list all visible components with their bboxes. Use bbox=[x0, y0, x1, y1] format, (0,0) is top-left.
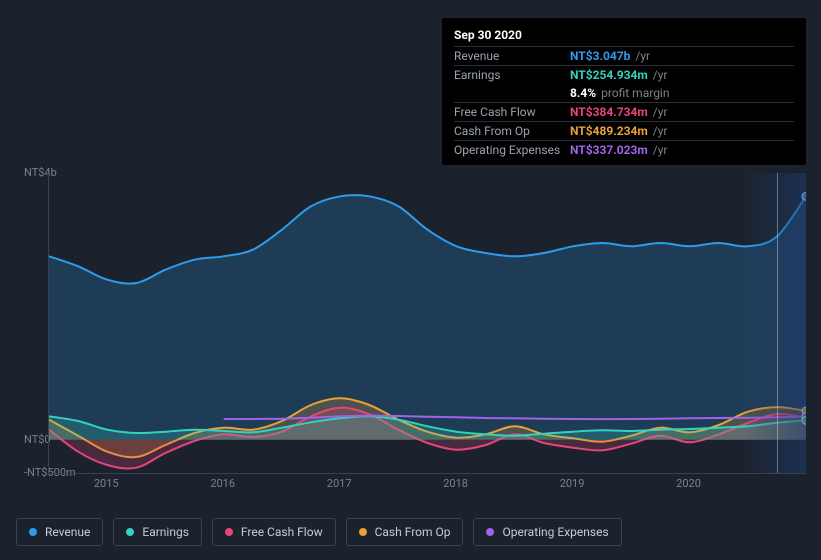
tooltip-row-label bbox=[454, 86, 570, 100]
series-fill-revenue bbox=[49, 195, 806, 440]
plot-area[interactable] bbox=[48, 173, 806, 474]
tooltip-row-label: Cash From Op bbox=[454, 124, 570, 138]
tooltip-row-label: Operating Expenses bbox=[454, 143, 570, 157]
legend-item-opex[interactable]: Operating Expenses bbox=[473, 518, 621, 546]
tooltip-row-value: NT$384.734m /yr bbox=[570, 105, 667, 119]
x-axis-label: 2020 bbox=[676, 477, 701, 490]
tooltip-row-value: NT$337.023m /yr bbox=[570, 143, 667, 157]
x-axis-label: 2017 bbox=[327, 477, 352, 490]
legend-dot-icon bbox=[225, 528, 233, 536]
x-axis-label: 2018 bbox=[443, 477, 468, 490]
legend-label: Earnings bbox=[142, 525, 189, 539]
tooltip-row: EarningsNT$254.934m /yr bbox=[454, 65, 794, 84]
tooltip-row: Free Cash FlowNT$384.734m /yr bbox=[454, 102, 794, 121]
tooltip-row: 8.4% profit margin bbox=[454, 84, 794, 102]
legend-label: Operating Expenses bbox=[502, 525, 608, 539]
legend-dot-icon bbox=[126, 528, 134, 536]
future-band bbox=[742, 173, 806, 473]
marker-line bbox=[777, 173, 778, 473]
tooltip-row: Operating ExpensesNT$337.023m /yr bbox=[454, 140, 794, 159]
chart: NT$4bNT$0-NT$500m 2015201620172018201920… bbox=[16, 155, 805, 490]
legend-dot-icon bbox=[29, 528, 37, 536]
chart-svg bbox=[49, 173, 806, 473]
tooltip-row: RevenueNT$3.047b /yr bbox=[454, 46, 794, 65]
tooltip-row-label: Earnings bbox=[454, 68, 570, 82]
legend-item-revenue[interactable]: Revenue bbox=[16, 518, 103, 546]
legend-item-earnings[interactable]: Earnings bbox=[113, 518, 202, 546]
legend-dot-icon bbox=[359, 528, 367, 536]
tooltip-row-value: NT$254.934m /yr bbox=[570, 68, 667, 82]
legend-dot-icon bbox=[486, 528, 494, 536]
tooltip-row: Cash From OpNT$489.234m /yr bbox=[454, 121, 794, 140]
tooltip-row-value: 8.4% profit margin bbox=[570, 86, 669, 100]
x-axis-label: 2019 bbox=[560, 477, 585, 490]
x-axis-label: 2016 bbox=[210, 477, 235, 490]
legend-item-fcf[interactable]: Free Cash Flow bbox=[212, 518, 336, 546]
tooltip-row-value: NT$489.234m /yr bbox=[570, 124, 667, 138]
x-axis-label: 2015 bbox=[94, 477, 119, 490]
tooltip-row-value: NT$3.047b /yr bbox=[570, 49, 650, 63]
legend-label: Cash From Op bbox=[375, 525, 451, 539]
y-axis-label: NT$0 bbox=[24, 433, 51, 446]
legend-label: Free Cash Flow bbox=[241, 525, 323, 539]
tooltip-row-label: Revenue bbox=[454, 49, 570, 63]
legend: Revenue Earnings Free Cash Flow Cash From O… bbox=[16, 518, 622, 546]
tooltip-date: Sep 30 2020 bbox=[454, 24, 794, 46]
tooltip-row-label: Free Cash Flow bbox=[454, 105, 570, 119]
legend-item-cfo[interactable]: Cash From Op bbox=[346, 518, 464, 546]
tooltip-panel: Sep 30 2020 RevenueNT$3.047b /yrEarnings… bbox=[442, 18, 806, 165]
legend-label: Revenue bbox=[45, 525, 90, 539]
